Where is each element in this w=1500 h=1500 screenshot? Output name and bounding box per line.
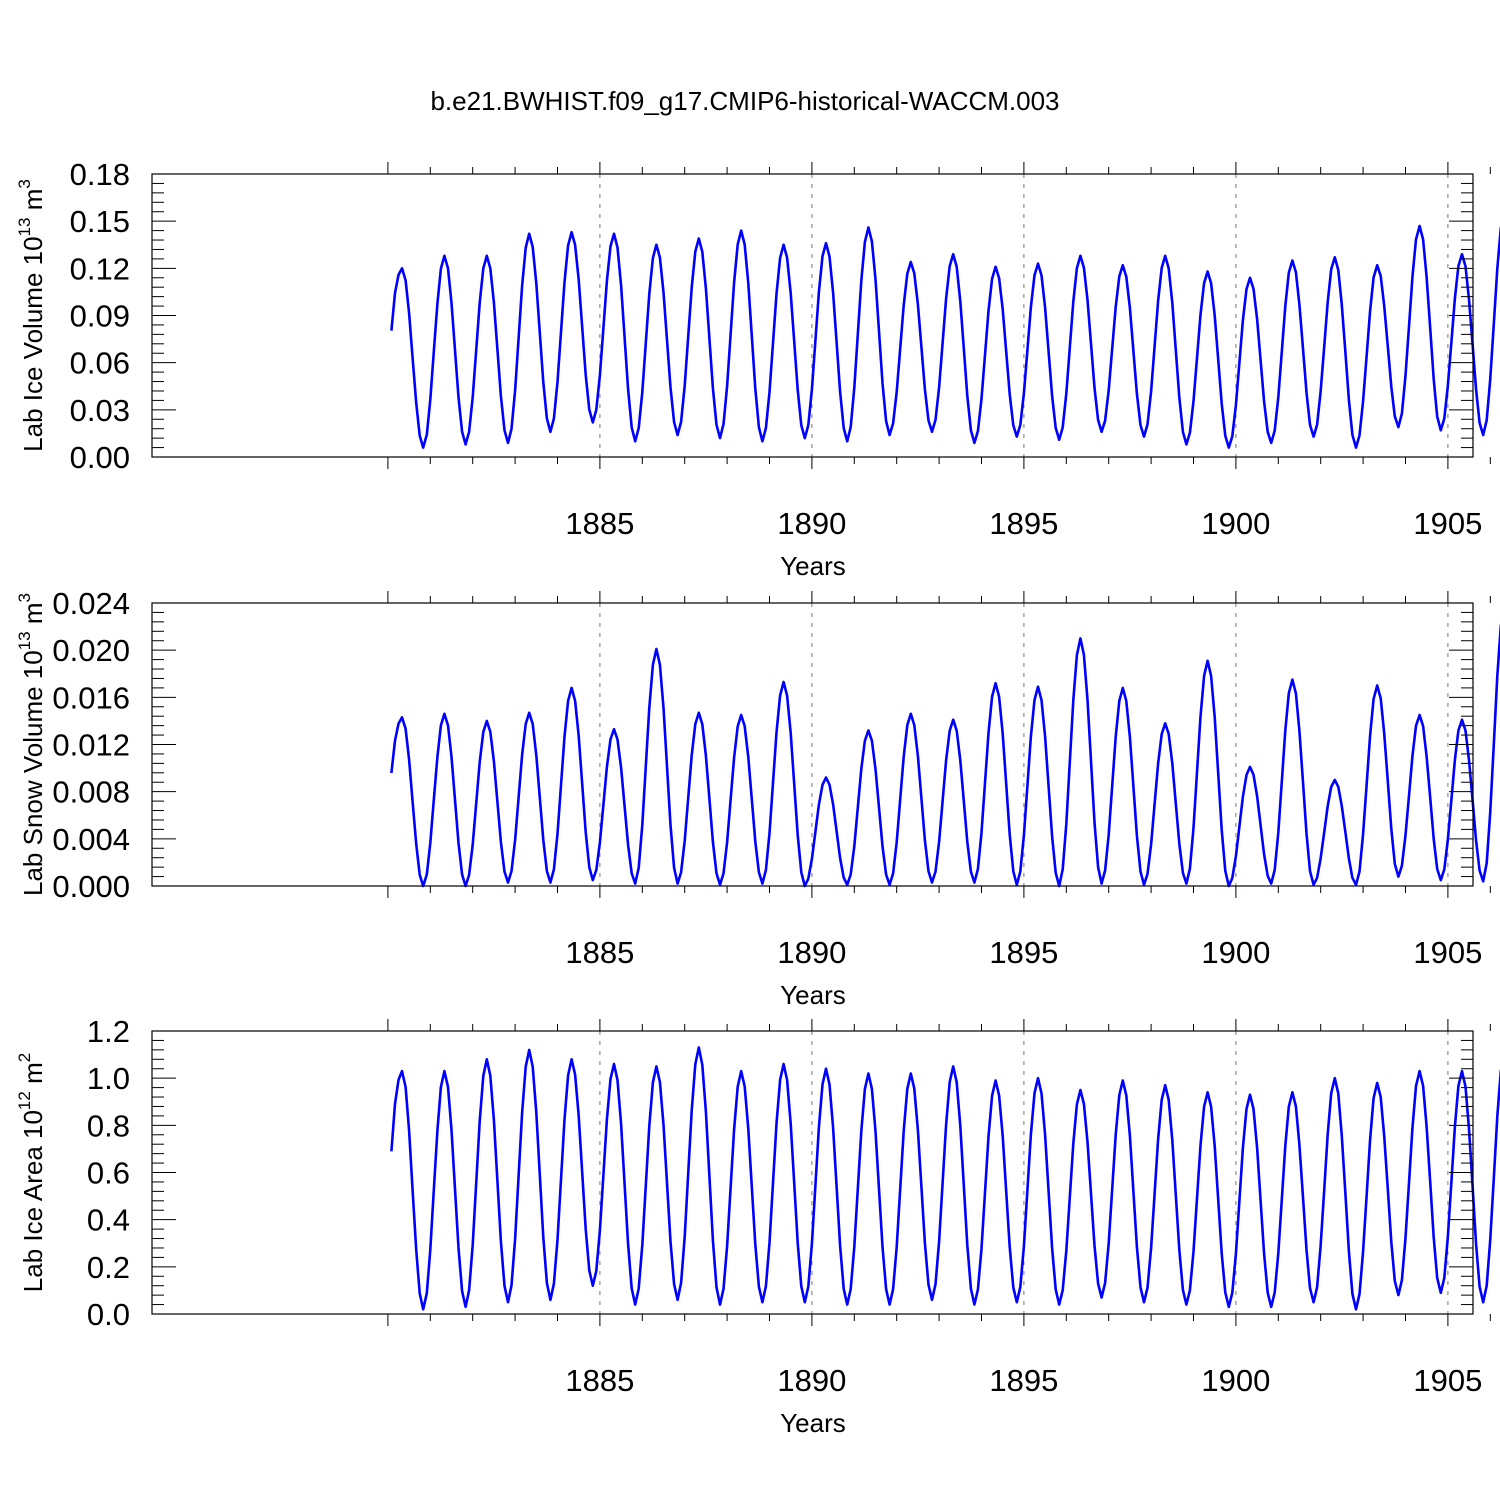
x-axis-title: Years xyxy=(780,980,846,1010)
y-tick-label-0.0: 0.0 xyxy=(87,1297,130,1332)
grid-lines xyxy=(599,603,1449,886)
axis-ticks: 1885189018951900190519100.000.030.060.09… xyxy=(70,157,1491,541)
y-tick-label-0.8: 0.8 xyxy=(87,1108,130,1143)
panel-lab-ice-volume: 1885189018951900190519100.000.030.060.09… xyxy=(15,157,1500,581)
y-tick-label-0.020: 0.020 xyxy=(52,633,130,668)
y-tick-label-0.15: 0.15 xyxy=(70,204,130,239)
series-line-lab-snow-volume xyxy=(390,623,1500,888)
y-tick-label-0.4: 0.4 xyxy=(87,1203,130,1238)
x-tick-label-1905: 1905 xyxy=(1413,1363,1482,1398)
grid-lines xyxy=(599,1031,1449,1314)
x-tick-label-1890: 1890 xyxy=(777,506,846,541)
y-axis-title: Lab Ice Area 1012 m2 xyxy=(15,1053,48,1292)
x-tick-label-1890: 1890 xyxy=(777,1363,846,1398)
y-tick-label-0.024: 0.024 xyxy=(52,586,130,621)
y-tick-label-0.6: 0.6 xyxy=(87,1156,130,1191)
plot-frame xyxy=(151,1030,1474,1315)
y-tick-label-1.2: 1.2 xyxy=(87,1014,130,1049)
y-tick-label-0.12: 0.12 xyxy=(70,251,130,286)
plot-frame xyxy=(151,602,1474,887)
x-tick-label-1895: 1895 xyxy=(989,1363,1058,1398)
plot-frame xyxy=(151,173,1474,458)
x-tick-label-1900: 1900 xyxy=(1201,1363,1270,1398)
panel-lab-ice-area: 1885189018951900190519100.00.20.40.60.81… xyxy=(15,1014,1500,1438)
x-tick-label-1905: 1905 xyxy=(1413,935,1482,970)
y-tick-label-0.012: 0.012 xyxy=(52,728,130,763)
y-tick-label-0.18: 0.18 xyxy=(70,157,130,192)
x-tick-label-1890: 1890 xyxy=(777,935,846,970)
y-tick-label-0.06: 0.06 xyxy=(70,346,130,381)
x-tick-label-1900: 1900 xyxy=(1201,935,1270,970)
x-tick-label-1885: 1885 xyxy=(565,1363,634,1398)
y-tick-label-0.09: 0.09 xyxy=(70,299,130,334)
y-tick-label-0.00: 0.00 xyxy=(70,440,130,475)
x-tick-label-1885: 1885 xyxy=(565,506,634,541)
y-tick-label-0.2: 0.2 xyxy=(87,1250,130,1285)
axis-ticks: 1885189018951900190519100.0000.0040.0080… xyxy=(52,586,1491,970)
x-tick-label-1900: 1900 xyxy=(1201,506,1270,541)
y-axis-title: Lab Snow Volume 1013 m3 xyxy=(15,593,48,896)
y-tick-label-0.000: 0.000 xyxy=(52,869,130,904)
grid-lines xyxy=(599,174,1449,457)
x-tick-label-1885: 1885 xyxy=(565,935,634,970)
x-tick-label-1895: 1895 xyxy=(989,935,1058,970)
axis-ticks: 1885189018951900190519100.00.20.40.60.81… xyxy=(87,1014,1491,1398)
x-tick-label-1905: 1905 xyxy=(1413,506,1482,541)
x-tick-label-1895: 1895 xyxy=(989,506,1058,541)
series-line-lab-ice-volume xyxy=(390,224,1500,449)
y-tick-label-1.0: 1.0 xyxy=(87,1061,130,1096)
series-line-lab-ice-area xyxy=(390,1046,1500,1311)
x-axis-title: Years xyxy=(780,1408,846,1438)
y-tick-label-0.004: 0.004 xyxy=(52,822,130,857)
y-tick-label-0.008: 0.008 xyxy=(52,775,130,810)
y-tick-label-0.016: 0.016 xyxy=(52,680,130,715)
panel-lab-snow-volume: 1885189018951900190519100.0000.0040.0080… xyxy=(15,586,1500,1010)
y-tick-label-0.03: 0.03 xyxy=(70,393,130,428)
figure-title: b.e21.BWHIST.f09_g17.CMIP6-historical-WA… xyxy=(430,86,1059,116)
x-axis-title: Years xyxy=(780,551,846,581)
y-axis-title: Lab Ice Volume 1013 m3 xyxy=(15,179,48,452)
